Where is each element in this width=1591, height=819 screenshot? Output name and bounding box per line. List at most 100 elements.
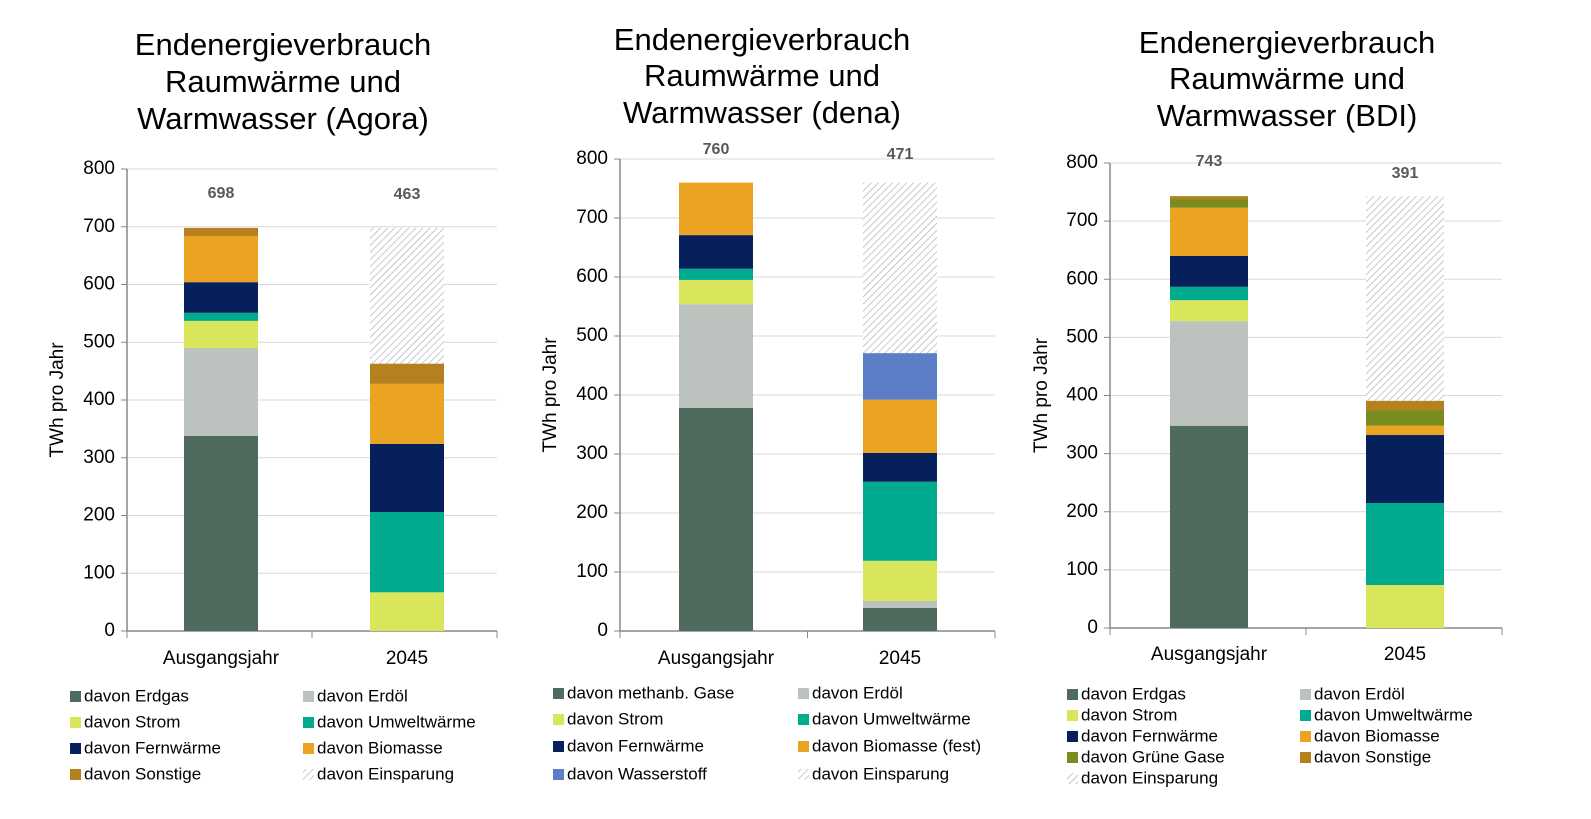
y-axis-label: TWh pro Jahr [540,337,561,453]
chart-title: Raumwärme und [644,58,880,93]
total-label: 698 [208,185,235,202]
y-tick-label: 600 [83,274,115,295]
legend-label: davon Biomasse (fest) [812,736,981,755]
legend-label: davon Fernwärme [84,738,221,757]
y-tick-label: 100 [1066,559,1098,580]
chart-title: Warmwasser (BDI) [1157,98,1418,133]
bar-segment [679,304,753,408]
legend-label: davon Fernwärme [567,736,704,755]
y-tick-label: 700 [83,216,115,237]
y-tick-label: 200 [83,505,115,526]
legend-label: davon Umweltwärme [1314,705,1473,724]
bar-segment [370,363,444,384]
legend-label: davon Sonstige [84,764,201,783]
bar-segment [679,279,753,305]
y-tick-label: 200 [1066,501,1098,522]
legend-swatch [1300,689,1311,700]
legend-swatch [553,688,564,699]
x-tick-label: Ausgangsjahr [1151,644,1268,665]
legend-swatch [70,691,81,702]
y-axis-label: TWh pro Jahr [47,342,68,458]
legend-label: davon Erdöl [1314,684,1405,703]
bar-segment [370,443,444,513]
bar-segment [863,182,937,354]
legend-label: davon Grüne Gase [1081,747,1225,766]
x-tick-label: Ausgangsjahr [163,648,280,669]
bar-segment [679,407,753,631]
legend-swatch [303,717,314,728]
chart-title: Raumwärme und [165,64,401,99]
bar-segment [863,607,937,631]
legend-label: davon Wasserstoff [567,764,707,783]
legend-swatch [798,714,809,725]
bar-segment [679,235,753,269]
y-tick-label: 0 [597,620,608,641]
legend-swatch [798,688,809,699]
y-tick-label: 0 [104,620,115,641]
legend-swatch [1300,752,1311,763]
bar-segment [863,399,937,453]
legend-label: davon Einsparung [1081,768,1218,787]
y-tick-label: 600 [576,266,608,287]
legend-label: davon Biomasse [1314,726,1440,745]
total-label: 760 [703,141,730,158]
total-label: 463 [394,186,421,203]
chart-title: Warmwasser (dena) [623,95,901,130]
bar-segment [370,383,444,444]
y-tick-label: 100 [83,562,115,583]
legend-swatch [70,769,81,780]
bar-segment [679,268,753,280]
legend-label: davon Einsparung [812,764,949,783]
legend-swatch [1067,752,1078,763]
chart-title: Endenergieverbrauch [1139,25,1435,60]
bar-segment [1170,300,1248,322]
y-tick-label: 500 [1066,326,1098,347]
legend-swatch [1067,710,1078,721]
legend-label: davon Einsparung [317,764,454,783]
legend-swatch [1300,731,1311,742]
bar-segment [863,353,937,400]
bar-segment [1366,400,1444,411]
bar-segment [1366,410,1444,426]
bar-segment [370,227,444,364]
bar-segment [679,182,753,236]
legend-swatch [798,741,809,752]
bar-segment [370,512,444,593]
total-label: 391 [1392,165,1419,182]
legend-swatch [553,741,564,752]
y-tick-label: 400 [1066,385,1098,406]
bar-segment [863,452,937,482]
bar-segment [184,227,258,236]
y-tick-label: 300 [1066,443,1098,464]
legend-swatch [1067,731,1078,742]
y-tick-label: 500 [576,325,608,346]
legend-label: davon Strom [84,712,180,731]
legend-label: davon methanb. Gase [567,683,734,702]
y-tick-label: 400 [576,384,608,405]
x-tick-label: 2045 [1384,644,1426,665]
y-tick-label: 300 [576,443,608,464]
x-tick-label: 2045 [386,648,428,669]
y-tick-label: 700 [1066,210,1098,231]
bar-segment [1170,256,1248,287]
legend-label: davon Erdöl [317,686,408,705]
y-tick-label: 600 [1066,268,1098,289]
bar-segment [1170,207,1248,256]
legend-swatch [303,769,314,780]
y-tick-label: 800 [576,148,608,169]
legend-label: davon Sonstige [1314,747,1431,766]
bar-segment [863,481,937,561]
legend-label: davon Biomasse [317,738,443,757]
legend-label: davon Umweltwärme [812,709,971,728]
y-axis-label: TWh pro Jahr [1031,337,1052,453]
legend-swatch [70,717,81,728]
legend-label: davon Erdöl [812,683,903,702]
bar-segment [1366,425,1444,436]
legend-swatch [303,691,314,702]
bar-segment [1170,196,1248,200]
bar-segment [1170,321,1248,426]
chart-title: Warmwasser (Agora) [137,101,429,136]
legend-label: davon Strom [567,709,663,728]
y-tick-label: 0 [1087,617,1098,638]
